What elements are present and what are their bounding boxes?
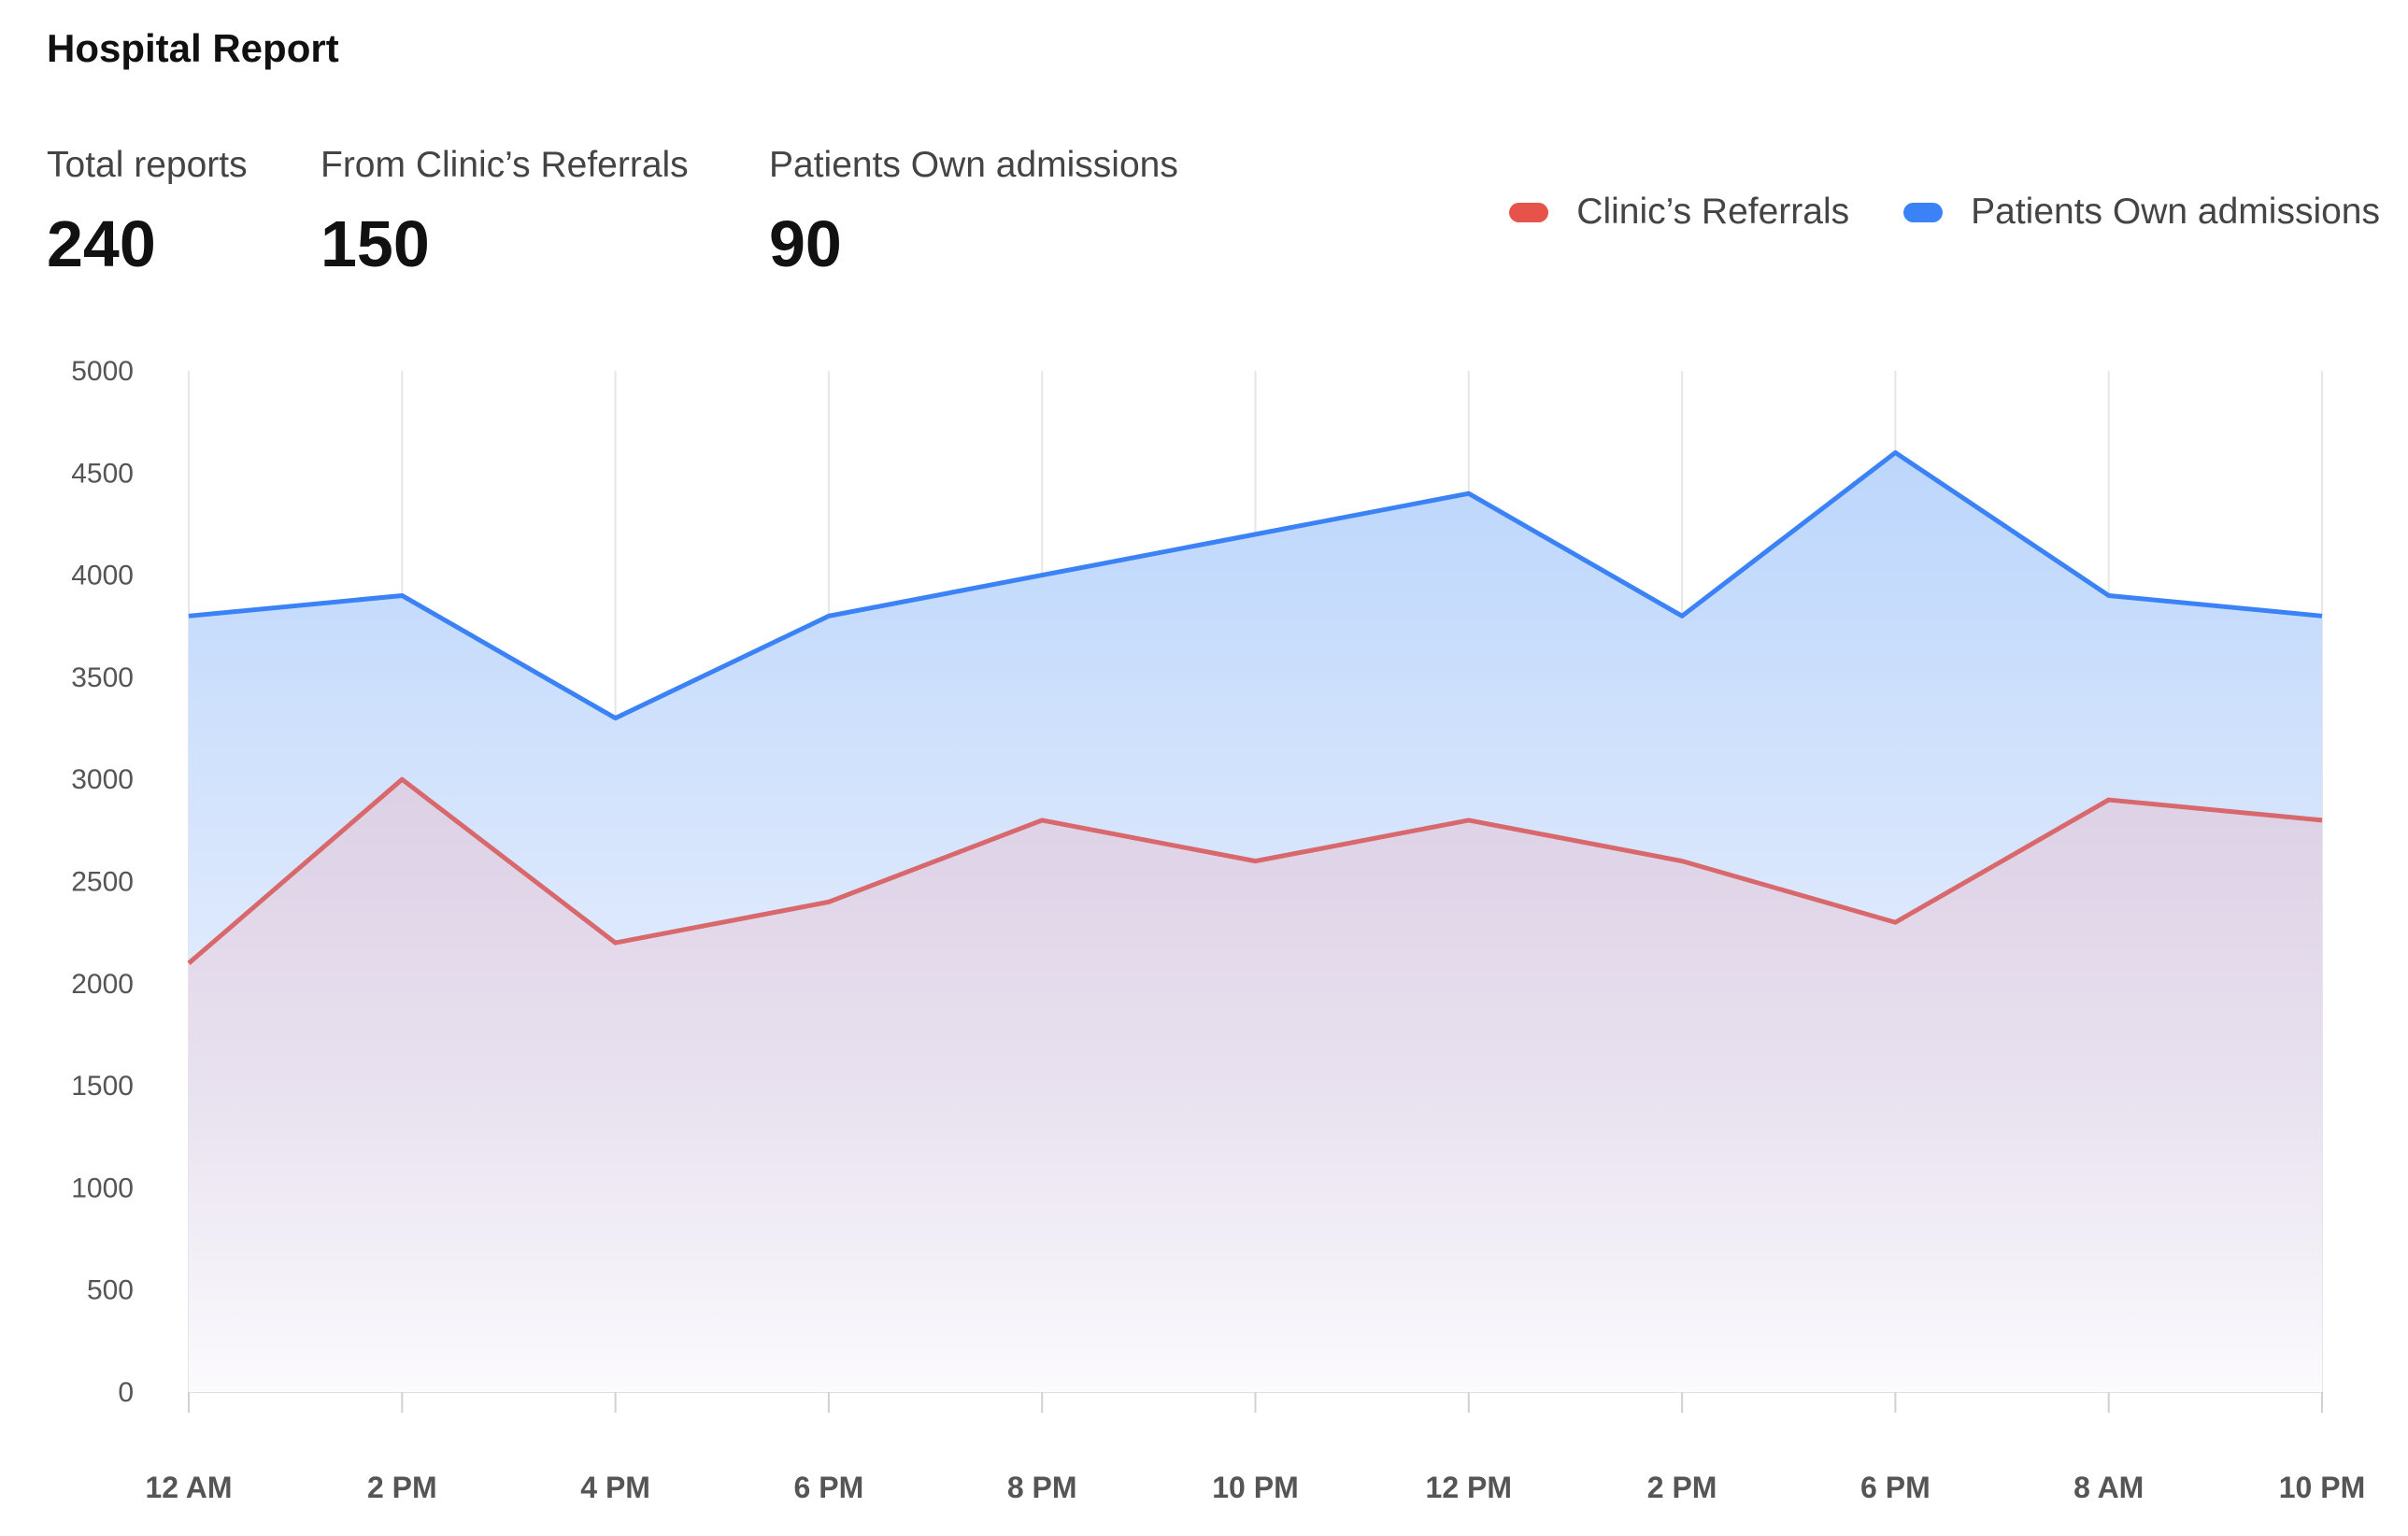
area-clinic-referrals (189, 779, 2322, 1392)
y-tick-label: 0 (118, 1377, 134, 1408)
y-tick-label: 1000 (71, 1173, 134, 1203)
legend-swatch-red (1509, 202, 1549, 222)
stat-clinic-referrals: From Clinic’s Referrals 150 (321, 145, 689, 281)
line-patients-own-admissions (188, 449, 2323, 721)
x-tick-label: 12 AM (145, 1471, 232, 1504)
y-tick-label: 2000 (71, 969, 134, 1000)
legend-item-patients-own-admissions[interactable]: Patients Own admissions (1903, 192, 2380, 233)
y-tick-label: 4500 (71, 458, 134, 489)
x-tick-label: 10 PM (2279, 1471, 2365, 1504)
legend-item-clinic-referrals[interactable]: Clinic’s Referrals (1509, 192, 1849, 233)
x-axis: 12 AM 2 PM 4 PM 6 PM 8 PM 10 PM 12 PM 2 PM 6 PM 8… (145, 1392, 2365, 1504)
stat-total-reports: Total reports 240 (47, 145, 248, 281)
x-tick-label: 2 PM (367, 1471, 437, 1504)
page-title: Hospital Report (47, 26, 339, 70)
x-tick-label: 8 PM (1007, 1471, 1077, 1504)
x-tick-label: 6 PM (1860, 1471, 1931, 1504)
x-tick-label: 12 PM (1426, 1471, 1512, 1504)
stat-patients-own-admissions: Patients Own admissions 90 (769, 145, 1178, 281)
stat-value: 240 (47, 207, 156, 280)
y-tick-label: 500 (87, 1275, 134, 1306)
y-tick-label: 3000 (71, 764, 134, 795)
x-tick-label: 6 PM (794, 1471, 864, 1504)
stat-value: 90 (769, 207, 842, 280)
y-tick-label: 4000 (71, 561, 134, 591)
legend-swatch-blue (1903, 202, 1944, 222)
y-tick-label: 1500 (71, 1071, 134, 1102)
chart-legend: Clinic’s Referrals Patients Own admissio… (1509, 192, 2380, 233)
series-lines (187, 449, 2323, 965)
line-clinic-referrals (187, 776, 2323, 965)
x-tick-label: 4 PM (580, 1471, 650, 1504)
series-areas (189, 452, 2322, 1392)
x-tick-label: 2 PM (1647, 1471, 1717, 1504)
y-tick-label: 2500 (71, 867, 134, 898)
stat-value: 150 (321, 207, 430, 280)
legend-label: Patients Own admissions (1971, 192, 2380, 232)
legend-label: Clinic’s Referrals (1576, 192, 1850, 232)
y-tick-label: 5000 (71, 356, 134, 387)
y-axis: 0 500 1000 1500 2000 2500 3000 3500 4000 4500 5000 (71, 356, 134, 1408)
stat-label: Total reports (47, 145, 248, 185)
x-tick-label: 8 AM (2073, 1471, 2144, 1504)
x-tick-label: 10 PM (1212, 1471, 1298, 1504)
y-tick-label: 3500 (71, 662, 134, 693)
stat-label: Patients Own admissions (769, 145, 1178, 185)
stat-label: From Clinic’s Referrals (321, 145, 689, 185)
